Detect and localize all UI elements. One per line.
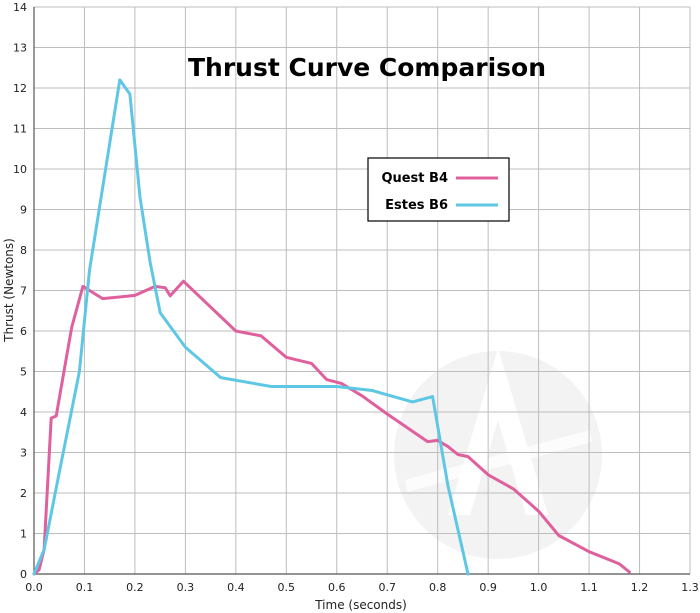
x-tick-label: 0.8 bbox=[429, 581, 447, 594]
y-tick-label: 1 bbox=[20, 528, 27, 541]
y-axis-title: Thrust (Newtons) bbox=[2, 238, 16, 343]
y-tick-label: 4 bbox=[20, 406, 27, 419]
x-tick-label: 0.4 bbox=[227, 581, 245, 594]
y-tick-label: 6 bbox=[20, 325, 27, 338]
y-tick-label: 8 bbox=[20, 244, 27, 257]
series-line-quest-b4 bbox=[32, 279, 631, 576]
legend-box bbox=[367, 157, 510, 222]
y-tick-label: 5 bbox=[20, 366, 27, 379]
x-axis-ticks: 0.0 0.1 0.2 0.3 0.4 0.5 0.6 0.7 0.8 0.9 1.0 1.1 1.2 1… bbox=[25, 581, 699, 594]
y-tick-label: 0 bbox=[20, 568, 27, 581]
x-tick-label: 0.2 bbox=[126, 581, 144, 594]
y-tick-label: 11 bbox=[13, 123, 27, 136]
x-tick-label: 0.1 bbox=[76, 581, 94, 594]
watermark-logo-icon bbox=[394, 348, 602, 559]
x-tick-label: 1.3 bbox=[681, 581, 699, 594]
legend-label-estes-b6: Estes B6 bbox=[385, 198, 448, 213]
axes bbox=[33, 7, 690, 575]
legend: Quest B4 Estes B6 bbox=[367, 157, 510, 222]
legend-label-quest-b4: Quest B4 bbox=[381, 171, 448, 186]
x-tick-label: 0.3 bbox=[177, 581, 195, 594]
x-tick-label: 1.2 bbox=[631, 581, 649, 594]
series-lines bbox=[32, 78, 631, 576]
x-tick-label: 0.5 bbox=[278, 581, 296, 594]
x-tick-label: 1.1 bbox=[580, 581, 598, 594]
series-line-estes-b6 bbox=[32, 78, 470, 576]
y-tick-label: 7 bbox=[20, 285, 27, 298]
x-tick-label: 0.7 bbox=[378, 581, 396, 594]
x-tick-label: 0.6 bbox=[328, 581, 346, 594]
x-tick-label: 1.0 bbox=[530, 581, 548, 594]
x-axis-title: Time (seconds) bbox=[314, 598, 407, 612]
y-tick-label: 3 bbox=[20, 447, 27, 460]
x-tick-label: 0.9 bbox=[479, 581, 497, 594]
y-tick-label: 10 bbox=[13, 163, 27, 176]
y-tick-label: 13 bbox=[13, 42, 27, 55]
x-tick-label: 0.0 bbox=[25, 581, 43, 594]
y-tick-label: 14 bbox=[13, 1, 27, 14]
y-tick-label: 2 bbox=[20, 487, 27, 500]
y-tick-label: 9 bbox=[20, 204, 27, 217]
chart-title: Thrust Curve Comparison bbox=[188, 53, 546, 82]
grid-lines bbox=[33, 6, 691, 575]
y-tick-label: 12 bbox=[13, 82, 27, 95]
